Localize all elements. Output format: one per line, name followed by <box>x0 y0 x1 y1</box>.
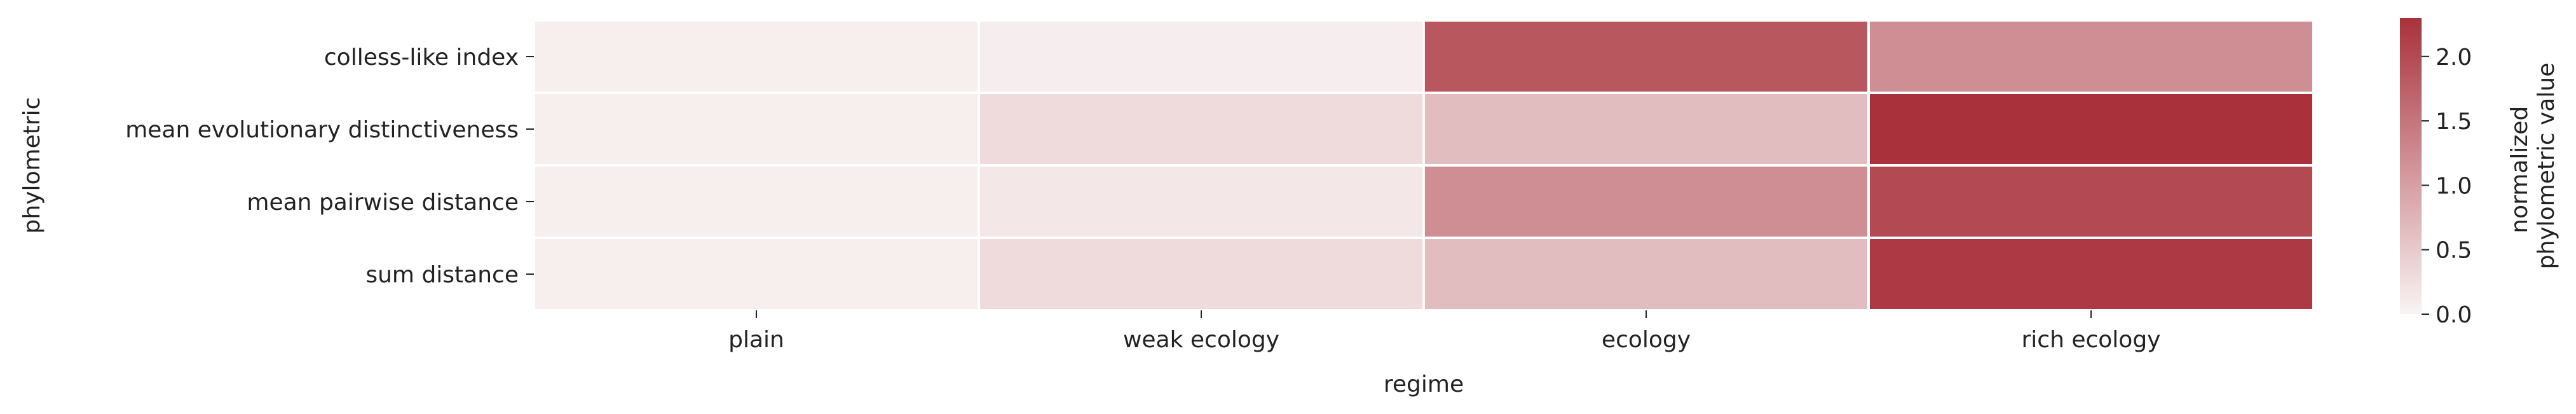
heatmap-cell <box>1425 167 1867 237</box>
heatmap-cell <box>1870 22 2312 92</box>
colorbar-tick-label: 0.0 <box>2436 302 2472 328</box>
x-tick-label: weak ecology <box>1123 327 1279 353</box>
y-tick-label: mean evolutionary distinctiveness <box>125 117 519 143</box>
y-tick-label: sum distance <box>365 262 519 288</box>
heatmap-cell <box>980 167 1422 237</box>
heatmap-cell <box>980 239 1422 309</box>
heatmap-cell <box>535 22 978 92</box>
heatmap-cells <box>535 22 2312 309</box>
heatmap-cell <box>535 94 978 164</box>
heatmap-cell <box>535 167 978 237</box>
colorbar: 0.0 0.5 1.0 1.5 2.0 normalized phylometric v… <box>2400 18 2559 328</box>
colorbar-tick-label: 1.0 <box>2436 173 2472 199</box>
x-tick-label: plain <box>728 327 784 353</box>
colorbar-tick-label: 0.5 <box>2436 238 2472 264</box>
colorbar-label-line2: phylometric value <box>2533 63 2559 270</box>
heatmap-cell <box>1870 94 2312 164</box>
colorbar-tick-label: 2.0 <box>2436 45 2472 71</box>
x-axis-ticks: plain weak ecology ecology rich ecology <box>728 310 2161 353</box>
heatmap-cell <box>980 94 1422 164</box>
heatmap-cell <box>1425 239 1867 309</box>
y-tick-label: mean pairwise distance <box>247 190 519 216</box>
x-axis-label: regime <box>1384 371 1464 397</box>
heatmap-cell <box>535 239 978 309</box>
colorbar-label: normalized phylometric value <box>2507 63 2559 270</box>
heatmap-cell <box>1425 94 1867 164</box>
x-tick-label: rich ecology <box>2021 327 2160 353</box>
heatmap-cell <box>980 22 1422 92</box>
heatmap-cell <box>1425 22 1867 92</box>
y-axis-ticks: colless-like index mean evolutionary dist… <box>125 45 534 288</box>
heatmap-cell <box>1870 167 2312 237</box>
y-tick-label: colless-like index <box>324 45 519 71</box>
colorbar-tick-label: 1.5 <box>2436 109 2472 135</box>
colorbar-ticks: 0.0 0.5 1.0 1.5 2.0 <box>2422 45 2472 328</box>
colorbar-gradient <box>2400 18 2422 314</box>
x-tick-label: ecology <box>1602 327 1691 353</box>
y-axis-label: phylometric <box>19 97 45 234</box>
heatmap-cell <box>1870 239 2312 309</box>
colorbar-label-line1: normalized <box>2507 106 2533 233</box>
